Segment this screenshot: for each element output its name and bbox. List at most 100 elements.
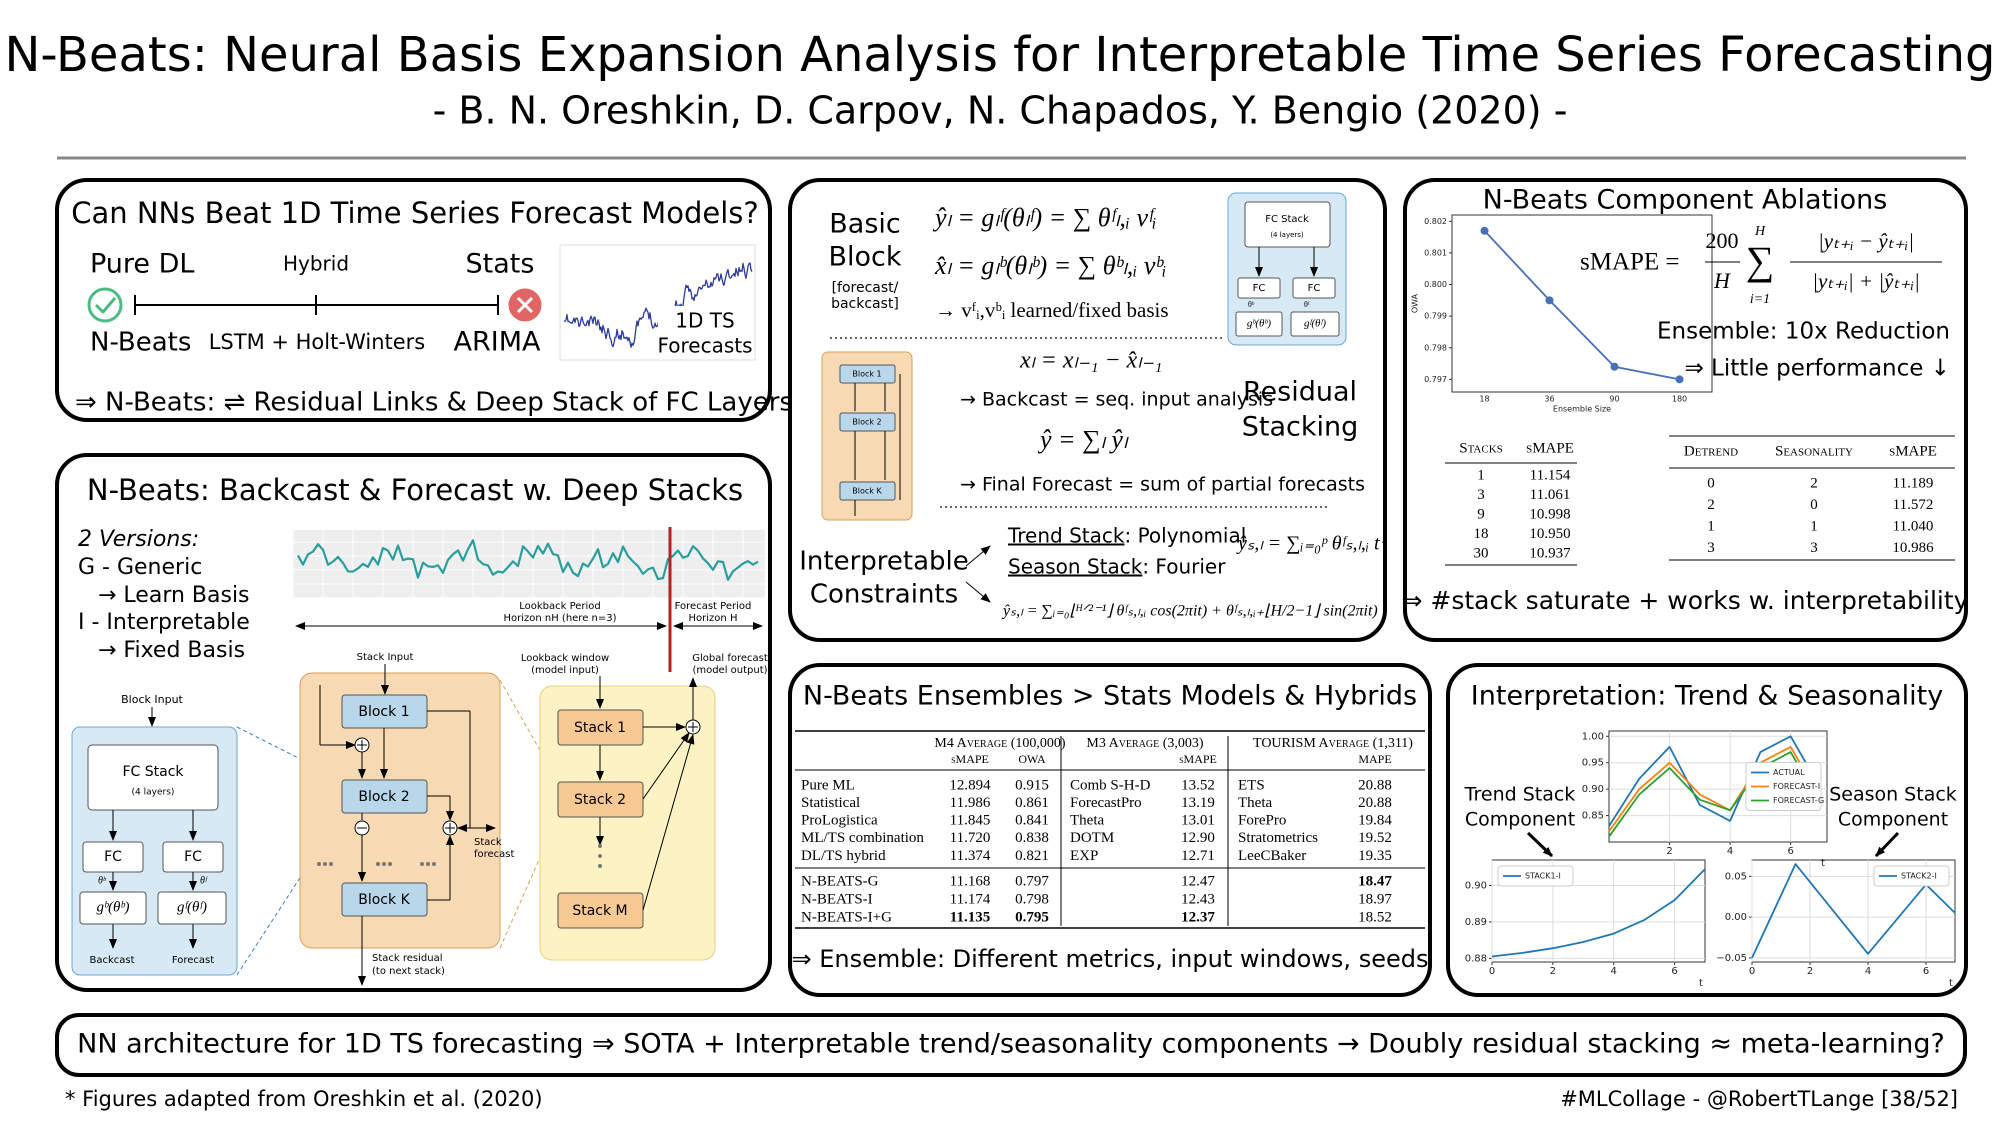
text-label: LSTM + Holt-Winters — [209, 330, 426, 354]
equation: ŷₛ,ₗ = ∑ᵢ₌₀ᵖ θᶠₛ,ₗ,ᵢ tⁱ — [1236, 533, 1387, 555]
text-label: Interpretable — [799, 547, 969, 577]
text-label: Stack M — [572, 903, 627, 919]
ellipsis-dot — [598, 854, 602, 858]
figure-line — [297, 539, 759, 581]
table-cell: 0.795 — [1015, 909, 1049, 925]
table-cell: ForePro — [1238, 813, 1286, 829]
text-label: ARIMA — [454, 327, 541, 358]
table-cell: 20.88 — [1358, 795, 1392, 811]
table-cell: 0.797 — [1015, 873, 1049, 889]
text-label: Season Stack — [1829, 784, 1957, 806]
text-label: → Backcast = seq. input analysis — [960, 389, 1273, 411]
text-label: Forecast Period — [675, 601, 752, 612]
series-line — [1608, 746, 1822, 832]
table-cell: 18.52 — [1358, 909, 1392, 925]
text-label: FC Stack — [1265, 214, 1309, 225]
ellipsis-dot — [598, 844, 602, 848]
panel-title: Can NNs Beat 1D Time Series Forecast Mod… — [71, 196, 759, 230]
text-label: Constraints — [810, 580, 958, 610]
table-cell: 11.189 — [1893, 475, 1934, 491]
text-label: Stack — [474, 837, 502, 848]
table-cell: 19.35 — [1358, 848, 1392, 864]
text-label: : Fourier — [1142, 555, 1226, 579]
panel — [1403, 178, 1968, 642]
table-cell: 11.374 — [950, 848, 991, 864]
text-label: Stack 1 — [574, 720, 626, 736]
box — [1237, 277, 1281, 299]
table-cell: 11.154 — [1530, 467, 1571, 483]
model-detail — [539, 685, 716, 961]
text-label: → Learn Basis — [98, 583, 250, 608]
text-label: FC — [184, 849, 202, 865]
text-label: → Fixed Basis — [98, 638, 245, 663]
y-tick-label: 0.801 — [1424, 248, 1447, 257]
table-cell: 0.838 — [1015, 830, 1049, 846]
y-tick-label: 0.90 — [1465, 881, 1487, 892]
x-axis-label: t — [1699, 978, 1703, 989]
connector — [965, 581, 991, 603]
panel — [1446, 663, 1968, 997]
equation: ŷₗ = gₗᶠ(θₗᶠ) = ∑ θᶠₗ,ᵢ vᶠᵢ — [932, 203, 1157, 232]
y-tick-label: 0.00 — [1725, 912, 1747, 923]
text-label: FC — [1253, 283, 1266, 294]
legend-label: ACTUAL — [1773, 768, 1805, 777]
text-label: G - Generic — [78, 555, 202, 580]
box — [1244, 201, 1331, 248]
legend — [1497, 865, 1574, 887]
table-header: Stacks — [1459, 440, 1503, 456]
series-line — [1751, 863, 1956, 959]
subtitle: - B. N. Oreshkin, D. Carpov, N. Chapados… — [433, 89, 1568, 133]
table-cell: 0.915 — [1015, 777, 1049, 793]
table-cell: 0 — [1810, 497, 1818, 513]
text-label: Residual — [1243, 377, 1357, 408]
table-cell: 11.061 — [1530, 487, 1571, 503]
x-axis-label: Ensemble Size — [1553, 404, 1611, 413]
block — [839, 412, 896, 432]
table-group: TOURISM Average (1,311) — [1253, 736, 1413, 751]
ellipsis-dot — [376, 862, 380, 866]
table-cell: 18.47 — [1358, 873, 1392, 889]
table-cell: 10.937 — [1529, 545, 1571, 561]
y-tick-label: 0.797 — [1424, 375, 1447, 384]
text-label: i=1 — [1750, 292, 1770, 307]
data-point — [1610, 362, 1619, 371]
ellipsis-dot — [432, 862, 436, 866]
conclusion: ⇒ #stack saturate + works w. interpretab… — [1402, 586, 1969, 615]
text-label: (model input) — [531, 665, 599, 676]
table-cell: Comb S-H-D — [1070, 777, 1151, 793]
block — [839, 481, 896, 501]
legend-label: FORECAST-G — [1773, 796, 1824, 805]
equation: → vᶠᵢ,vᵇᵢ learned/fixed basis — [935, 298, 1169, 322]
ellipsis-dot — [420, 862, 424, 866]
conclusion: ⇒ N-Beats: ⇌ Residual Links & Deep Stack… — [75, 388, 793, 418]
x-tick-label: 6 — [1671, 966, 1677, 977]
table-cell: 11.572 — [1893, 497, 1934, 513]
text-label: H — [1754, 224, 1766, 239]
table-cell: 10.998 — [1529, 506, 1570, 522]
table-cell: 0.841 — [1015, 813, 1049, 829]
text-label: Block 1 — [358, 704, 409, 720]
box — [1235, 311, 1283, 337]
table-cell: 11.040 — [1893, 518, 1934, 534]
text-label: Basic — [829, 209, 900, 240]
x-tick-label: 0 — [1749, 966, 1755, 977]
panel-title: N-Beats: Backcast & Forecast w. Deep Sta… — [87, 473, 743, 507]
x-tick-label: 36 — [1544, 395, 1554, 404]
table-cell: 1 — [1810, 518, 1818, 534]
ellipsis-dot — [323, 862, 327, 866]
table-cell: 18.97 — [1358, 891, 1392, 907]
table-cell: 0 — [1707, 475, 1715, 491]
text-label: Stack 2 — [574, 792, 626, 808]
text-label: forecast — [474, 849, 515, 860]
text-label: Backcast — [89, 955, 134, 966]
y-tick-label: 0.88 — [1465, 953, 1487, 964]
table-cell: 2 — [1810, 475, 1818, 491]
text-label: Stack residual — [372, 953, 443, 964]
x-axis-label: t — [1949, 978, 1953, 989]
equation: ŷₛ,ₗ = ∑ᵢ₌₀⌊ᴴᐟ²⁻¹⌋ θᶠₛ,ₗ,ᵢ cos(2πit) + θ… — [1001, 603, 1378, 620]
legend-label: STACK1-I — [1525, 872, 1561, 881]
y-tick-label: 1.00 — [1582, 731, 1604, 742]
ellipsis-dot — [382, 862, 386, 866]
text-label: Horizon H — [689, 613, 738, 624]
table-cell: 12.37 — [1181, 909, 1215, 925]
